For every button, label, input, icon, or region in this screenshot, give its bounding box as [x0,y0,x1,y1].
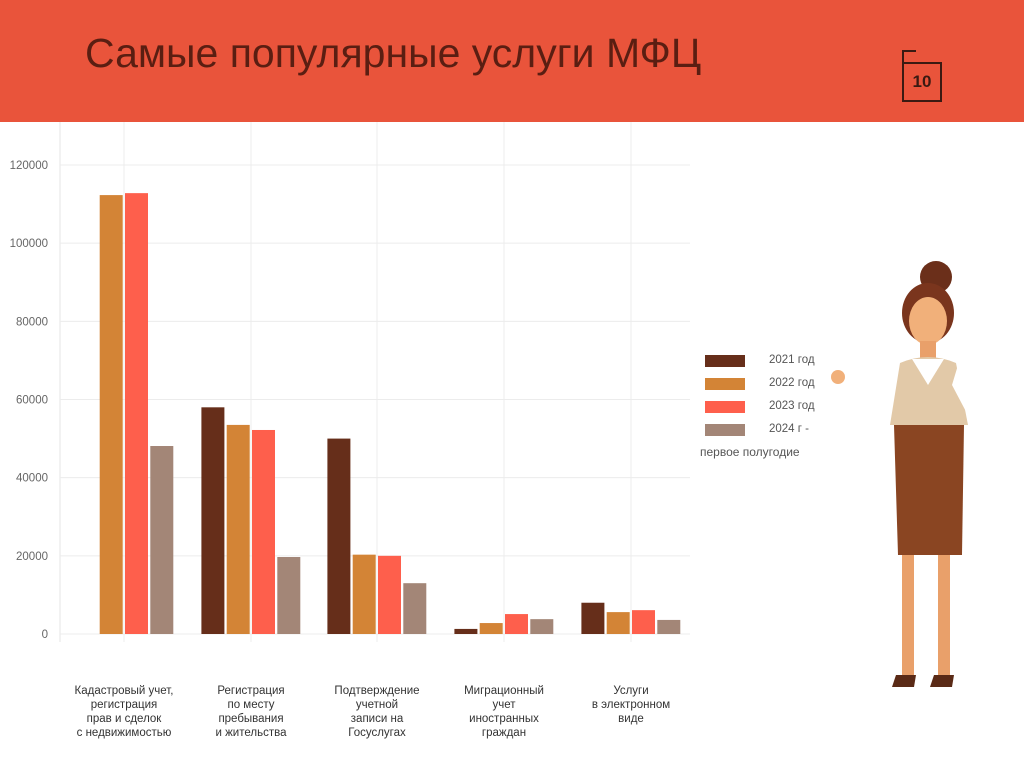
y-tick-label: 20000 [16,551,48,563]
category-label: Услуги в электронном виде [591,685,671,725]
legend-swatch [705,401,745,413]
bar-4-3 [403,583,427,634]
bar-1-3 [327,438,351,634]
category-label: Регистрация по месту пребывания и житель… [215,685,287,739]
bar-2-1 [99,195,123,634]
bar-3-5 [632,610,655,634]
legend-note: первое полугодие [700,445,800,459]
bar-4-4 [530,619,554,634]
bar-3-1 [125,193,148,634]
bar-4-2 [277,557,301,634]
bar-3-3 [378,555,401,634]
bar-1-2 [201,407,225,634]
y-tick-label: 40000 [16,473,48,485]
bar-chart: 0 20000 40000 60000 80000 100000 120000 [10,122,690,642]
legend-label: 2021 год [769,354,815,366]
slide-title: Самые популярные услуги МФЦ [85,30,702,76]
category-label: Кадастровый учет, регистрация прав и сде… [74,685,174,739]
y-tick-label: 60000 [16,395,48,407]
bar-2-2 [226,424,250,634]
bar-2-3 [352,554,376,634]
legend-swatch [705,355,745,367]
legend-label: 2024 г - [769,423,809,435]
category-label: Миграционный учет иностранных граждан [464,685,544,739]
bar-1-4 [454,628,478,634]
bar-4-1 [150,446,174,634]
title-bar: Самые популярные услуги МФЦ 10 [0,0,1024,122]
bar-2-5 [606,612,630,634]
legend-label: 2023 год [769,400,815,412]
bar-3-2 [252,429,275,634]
y-tick-label: 100000 [10,238,48,250]
legend-label: 2022 год [769,377,815,389]
consultant-illustration [831,261,986,687]
bar-2-4 [479,623,503,634]
legend-swatch [705,424,745,436]
category-label: Подтверждение учетной записи на Госуслуг… [334,685,420,739]
y-tick-label: 120000 [10,160,48,172]
y-tick-label: 0 [42,629,48,641]
bar-4-5 [657,619,681,634]
y-tick-label: 80000 [16,316,48,328]
bar-3-4 [505,614,528,634]
legend-swatch [705,378,745,390]
page-number: 10 [902,50,942,102]
bar-1-5 [581,602,605,634]
